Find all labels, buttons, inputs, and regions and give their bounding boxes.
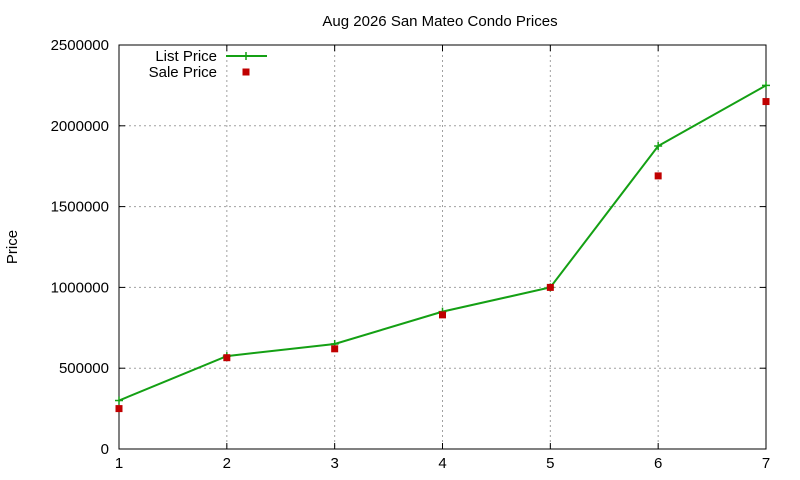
y-tick-label: 0: [101, 441, 109, 458]
legend-label: Sale Price: [149, 64, 217, 81]
y-tick-label: 1500000: [51, 199, 109, 216]
data-point: [546, 283, 554, 291]
data-point: [331, 345, 339, 353]
data-point: [115, 396, 123, 405]
data-point: [654, 172, 662, 180]
y-axis-label: Price: [4, 230, 21, 264]
x-tick-label: 3: [330, 455, 338, 472]
series-2: [115, 98, 770, 413]
legend-label: List Price: [155, 48, 217, 65]
data-point: [439, 311, 446, 319]
series-line: [118, 84, 767, 402]
axis-ticks: [118, 44, 767, 450]
data-point: [762, 81, 770, 90]
data-point: [654, 142, 663, 150]
y-tick-label: 1000000: [51, 279, 109, 296]
series-layer: [115, 81, 770, 413]
data-point: [762, 98, 770, 106]
y-tick-label: 2500000: [51, 37, 109, 54]
legend-marker: [242, 52, 250, 60]
x-tick-label: 2: [223, 455, 231, 472]
y-tick-label: 2000000: [51, 118, 109, 135]
y-tick-label: 500000: [59, 360, 109, 377]
x-tick-label: 6: [654, 455, 662, 472]
y-axis-tick-labels: 0 500000 1000000 1500000 2000000 2500000: [51, 37, 109, 458]
legend-marker: [242, 68, 250, 76]
x-tick-label: 7: [762, 455, 770, 472]
x-axis-tick-labels: 1 2 3 4 5 6 7: [115, 455, 770, 472]
data-point: [223, 354, 231, 362]
data-point: [115, 405, 123, 413]
x-tick-label: 1: [115, 455, 123, 472]
grid-lines: [119, 45, 766, 449]
x-tick-label: 5: [546, 455, 554, 472]
x-tick-label: 4: [438, 455, 446, 472]
chart-title: Aug 2026 San Mateo Condo Prices: [322, 13, 557, 30]
